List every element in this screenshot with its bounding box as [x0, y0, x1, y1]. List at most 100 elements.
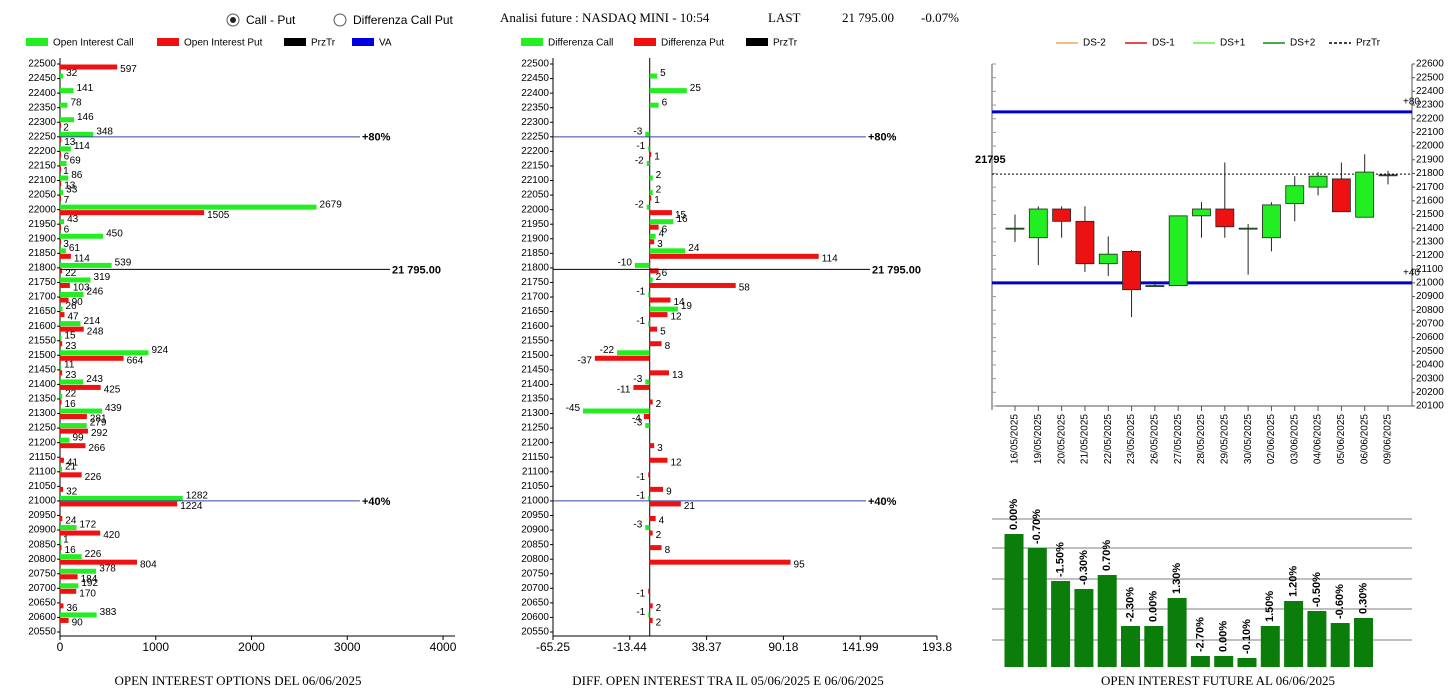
- bar: [643, 414, 650, 420]
- change: -0.07%: [921, 10, 959, 25]
- x-tick-label: 03/06/2025: [1289, 414, 1300, 464]
- candle-body: [1308, 175, 1328, 188]
- bar: [649, 530, 653, 536]
- bar: [60, 530, 101, 536]
- y-tick-label: 22400: [521, 88, 549, 99]
- bar: [60, 341, 63, 347]
- bar: [1214, 656, 1234, 667]
- y-tick-label: 22050: [28, 190, 56, 201]
- value-label: -37: [577, 355, 592, 366]
- bar: [60, 253, 71, 259]
- y-tick-label: 20700: [28, 583, 56, 594]
- bar: [60, 384, 101, 390]
- legend-label: Differenza Call: [548, 38, 613, 49]
- value-label: 6: [64, 152, 70, 163]
- candle-body: [1028, 208, 1048, 239]
- bar: [648, 588, 650, 594]
- bar: [60, 408, 103, 414]
- x-tick-label: 2000: [238, 640, 265, 654]
- bar: [649, 486, 664, 492]
- value-label: 246: [87, 287, 104, 298]
- bar: [1121, 626, 1140, 667]
- legend-swatch: [746, 38, 768, 46]
- value-label: 192: [81, 578, 98, 589]
- reference-label: +40: [1403, 268, 1420, 279]
- x-tick-label: 23/05/2025: [1126, 414, 1137, 464]
- bar: [648, 146, 650, 152]
- y-tick-label: 22100: [521, 175, 549, 186]
- y-tick-label: 22450: [521, 73, 549, 84]
- x-tick-label: 141.99: [842, 640, 879, 654]
- reference-label: +80: [1403, 97, 1420, 108]
- candle-body: [1098, 253, 1118, 265]
- y-tick-label: 21600: [1416, 195, 1444, 206]
- y-tick-label: 21200: [1416, 250, 1444, 261]
- bar: [60, 335, 62, 341]
- value-label: 2: [656, 170, 662, 181]
- legend-label: PrzTr: [1356, 38, 1381, 49]
- bar-annotation: 1.50%: [1264, 591, 1276, 622]
- value-label: 13: [64, 181, 76, 192]
- y-tick-label: 22000: [521, 204, 549, 215]
- bar: [60, 350, 149, 356]
- bar-annotation: -0.60%: [1334, 584, 1346, 619]
- bar: [60, 292, 84, 298]
- y-tick-label: 21350: [28, 394, 56, 405]
- bar: [649, 370, 669, 376]
- value-label: -1: [636, 491, 645, 502]
- bar: [60, 559, 137, 565]
- value-label: 47: [68, 312, 80, 323]
- bar: [60, 64, 118, 70]
- value-label: 383: [100, 607, 117, 618]
- y-tick-label: 21950: [28, 219, 56, 230]
- value-label: 21: [65, 461, 77, 472]
- value-label: 23: [65, 370, 77, 381]
- y-tick-label: 21450: [28, 364, 56, 375]
- value-label: 16: [676, 214, 688, 225]
- bar: [649, 151, 652, 157]
- bar: [633, 384, 650, 390]
- y-tick-label: 21050: [521, 481, 549, 492]
- value-label: -1: [636, 607, 645, 618]
- x-tick-label: -13.44: [613, 640, 647, 654]
- bar: [649, 341, 662, 347]
- bar-annotation: 0.70%: [1101, 540, 1113, 571]
- bar-annotation: -0.50%: [1311, 572, 1323, 607]
- bar: [645, 131, 650, 137]
- bar-annotation: -0.10%: [1241, 619, 1253, 654]
- y-tick-label: 21600: [28, 321, 56, 332]
- value-label: 597: [120, 64, 137, 75]
- value-label: 114: [74, 141, 90, 152]
- bar: [649, 399, 653, 405]
- value-label: 292: [91, 428, 108, 439]
- bar: [60, 306, 63, 312]
- bar: [1144, 626, 1164, 667]
- y-tick-label: 20700: [1416, 319, 1444, 330]
- bar: [649, 248, 686, 254]
- radio-diff[interactable]: [333, 13, 347, 27]
- y-tick-label: 21200: [521, 437, 549, 448]
- option-label[interactable]: Differenza Call Put: [353, 13, 453, 27]
- y-tick-label: 20900: [1416, 291, 1444, 302]
- x-tick-label: 27/05/2025: [1173, 414, 1184, 464]
- last-label: LAST: [768, 10, 801, 25]
- x-tick-label: 38.37: [692, 640, 722, 654]
- value-label: -3: [633, 374, 642, 385]
- bar: [646, 160, 650, 166]
- y-tick-label: 21400: [521, 379, 549, 390]
- bar-annotation: 0.30%: [1357, 583, 1369, 614]
- bar: [634, 262, 650, 268]
- candle-body: [1168, 215, 1188, 287]
- option-label[interactable]: Call - Put: [246, 13, 296, 27]
- y-tick-label: 22350: [521, 102, 549, 113]
- value-label: 99: [72, 432, 84, 443]
- y-tick-label: 20500: [1416, 346, 1444, 357]
- bar: [649, 603, 653, 609]
- bar: [60, 248, 66, 254]
- bar: [649, 443, 655, 449]
- value-label: 16: [65, 399, 77, 410]
- value-label: 5: [660, 326, 666, 337]
- x-tick-label: 30/05/2025: [1243, 414, 1254, 464]
- x-tick-label: 4000: [430, 640, 457, 654]
- x-tick-label: 28/05/2025: [1196, 414, 1207, 464]
